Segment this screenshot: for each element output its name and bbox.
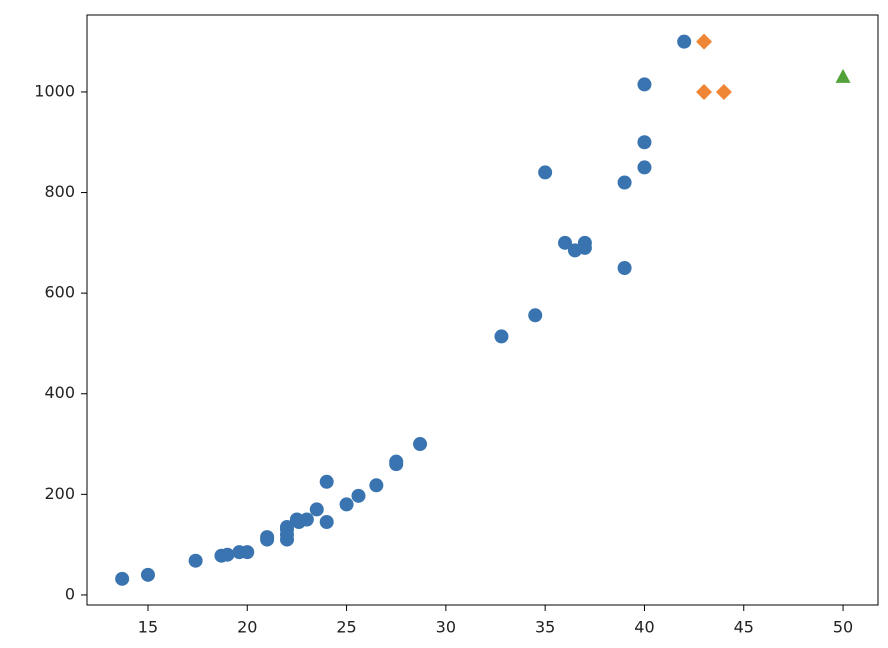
x-tick-label: 25 <box>336 618 356 637</box>
y-tick-label: 200 <box>44 484 75 503</box>
point <box>577 235 592 250</box>
point <box>835 68 851 83</box>
point <box>617 175 632 190</box>
y-tick-label: 0 <box>65 584 75 603</box>
point <box>240 545 255 560</box>
x-tick-label: 30 <box>436 618 456 637</box>
point <box>637 77 652 92</box>
point <box>351 488 366 503</box>
point <box>696 33 713 50</box>
point <box>528 308 543 323</box>
point <box>696 83 713 100</box>
point <box>299 512 314 527</box>
x-tick-label: 15 <box>138 618 158 637</box>
x-tick-label: 40 <box>634 618 654 637</box>
point <box>309 502 324 517</box>
x-tick-label: 35 <box>535 618 555 637</box>
y-tick-label: 400 <box>44 383 75 402</box>
x-tick-label: 50 <box>833 618 853 637</box>
x-tick-label: 20 <box>237 618 257 637</box>
point <box>538 165 553 180</box>
point <box>319 474 334 489</box>
point <box>494 329 509 344</box>
point <box>637 160 652 175</box>
point <box>188 553 203 568</box>
x-tick-label: 45 <box>734 618 754 637</box>
point <box>369 478 384 493</box>
point <box>389 454 404 469</box>
point <box>339 497 354 512</box>
point <box>319 515 334 530</box>
point <box>413 437 428 452</box>
y-tick-label: 1000 <box>34 81 75 100</box>
point <box>637 135 652 150</box>
y-tick-label: 600 <box>44 283 75 302</box>
point <box>220 547 235 562</box>
y-tick-label: 800 <box>44 182 75 201</box>
point <box>260 530 275 545</box>
point <box>279 520 294 535</box>
plot-frame <box>86 14 879 606</box>
point <box>115 571 130 586</box>
point <box>140 567 155 582</box>
point <box>715 83 732 100</box>
point <box>617 261 632 276</box>
point <box>677 34 692 49</box>
point <box>558 235 573 250</box>
